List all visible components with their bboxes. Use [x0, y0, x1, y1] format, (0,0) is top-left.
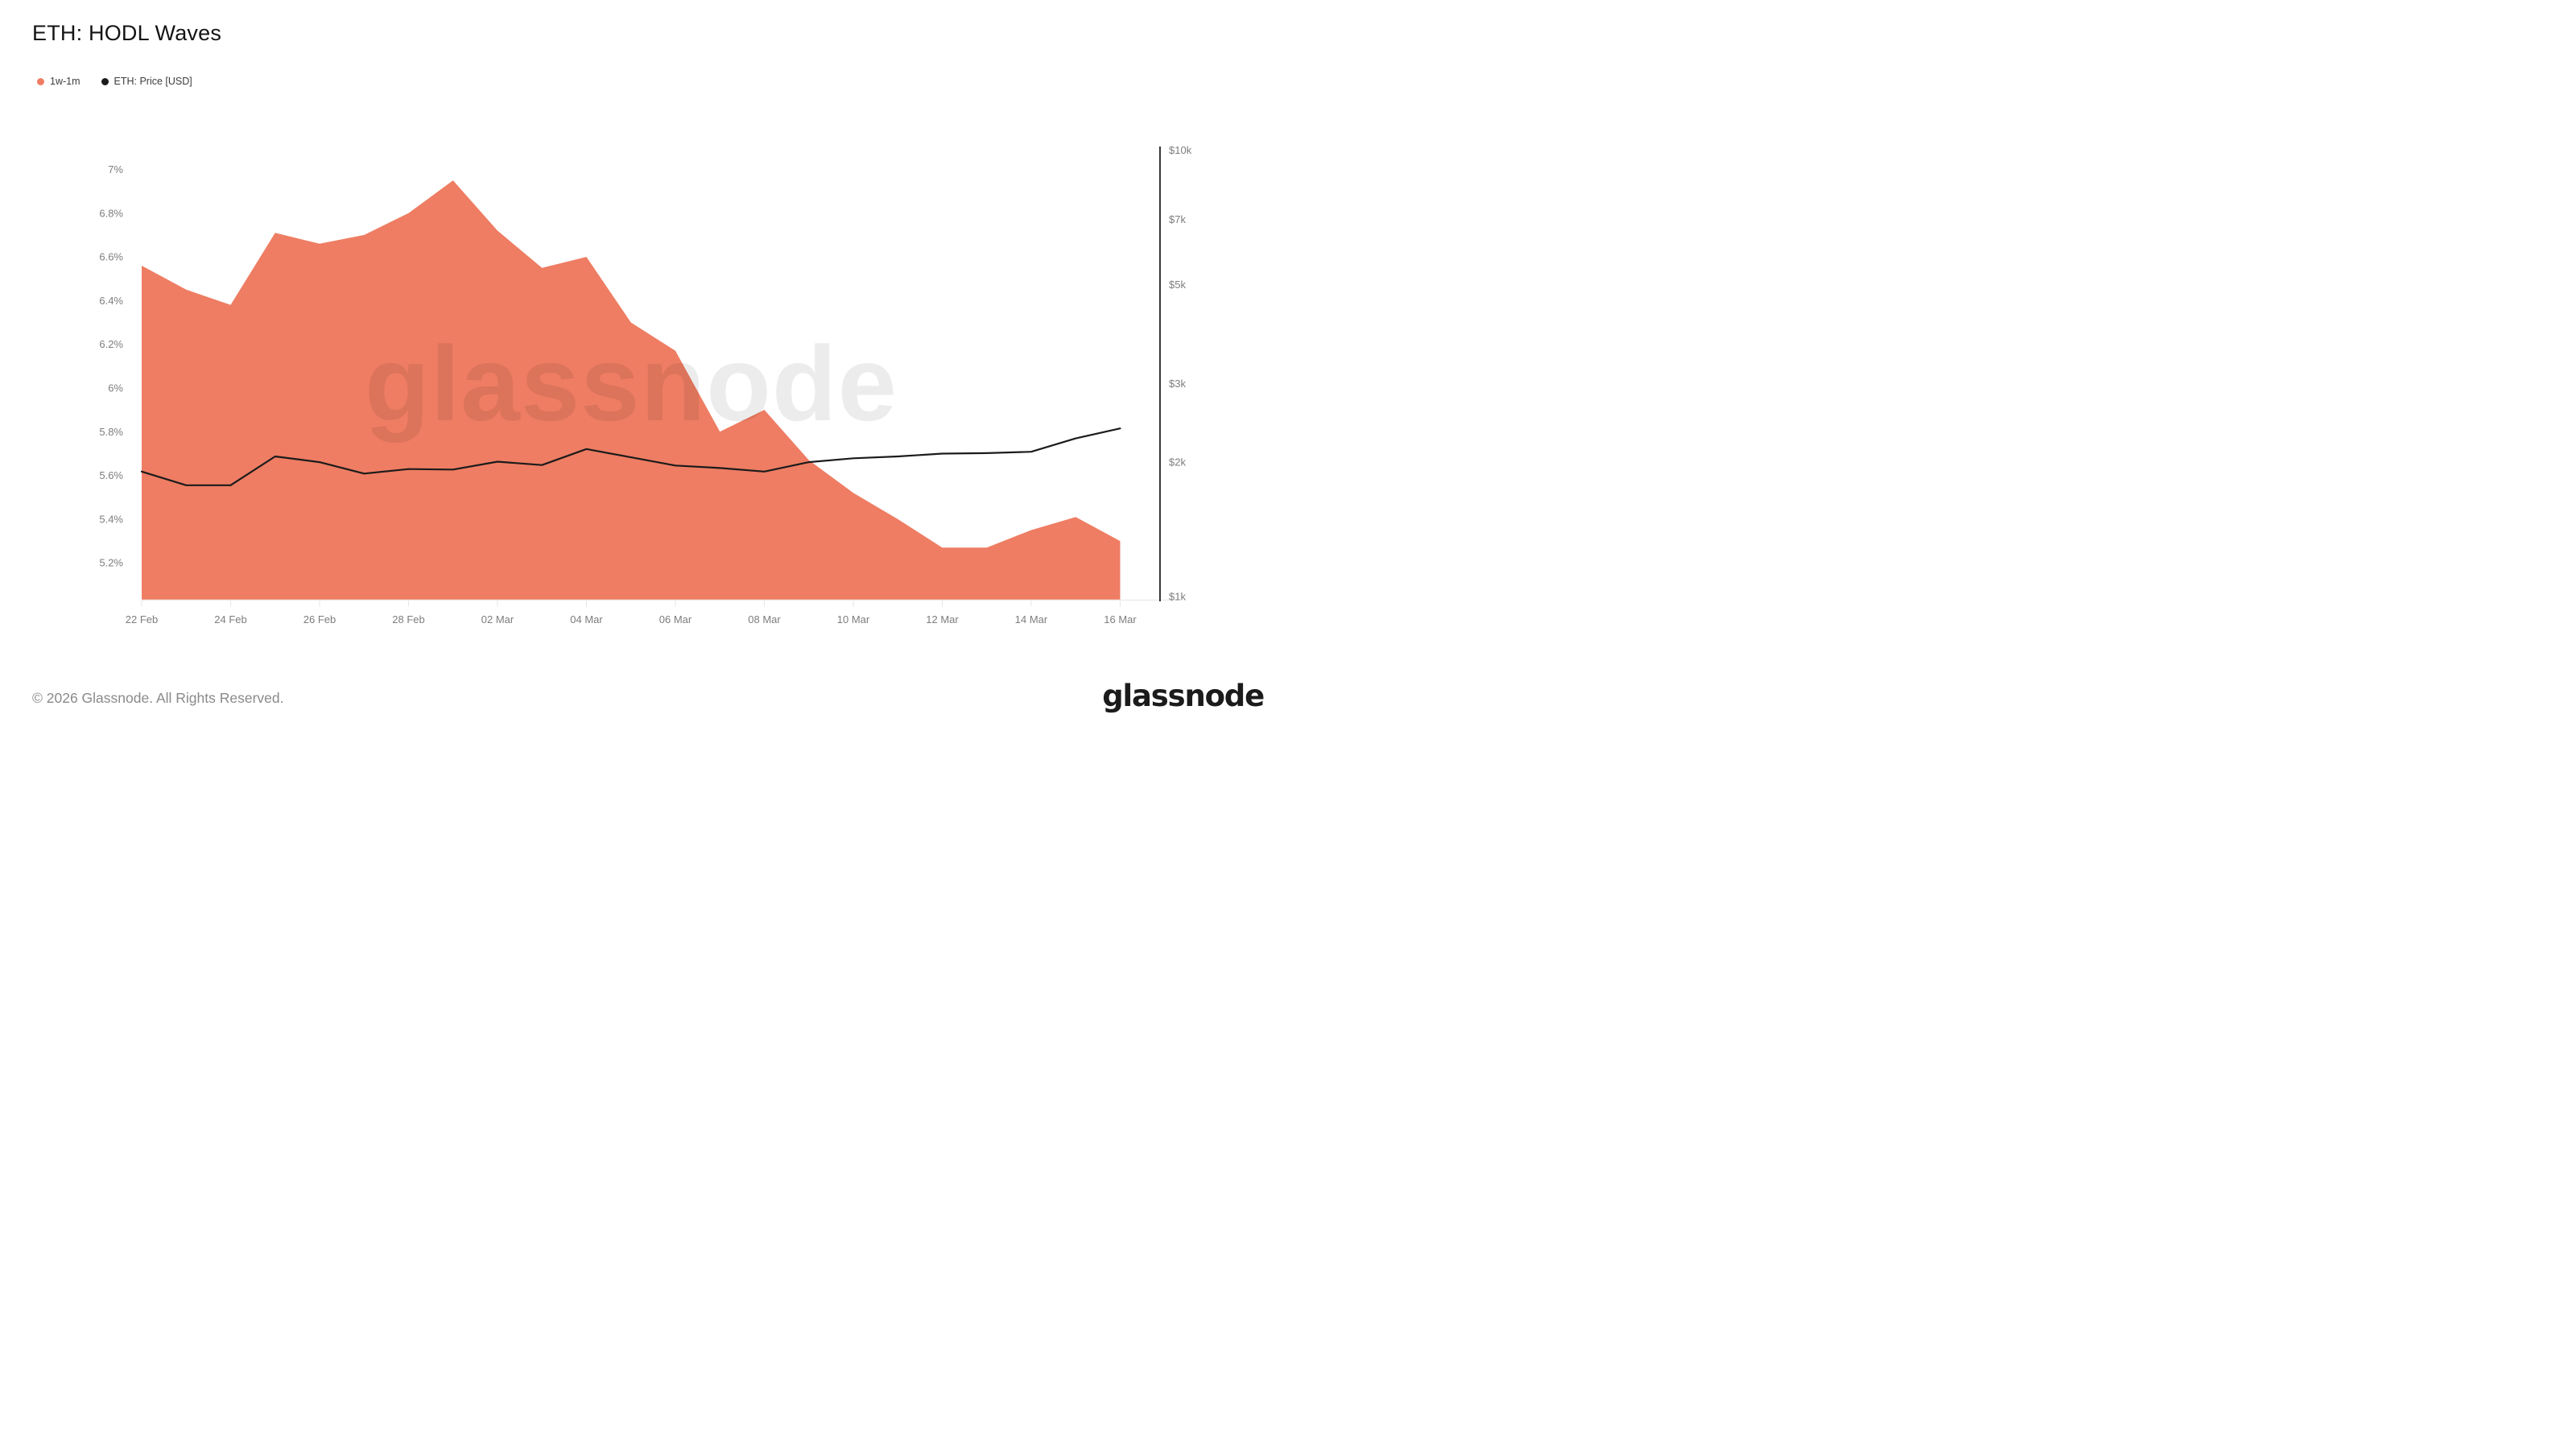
x-axis-tick-label: 26 Feb	[303, 613, 336, 625]
right-axis-tick-label: $7k	[1169, 213, 1186, 225]
left-axis-tick-label: 5.4%	[99, 513, 123, 525]
x-axis-tick-label: 06 Mar	[659, 613, 692, 625]
chart-wrap: glassnode 7% 6.8% 6.6% 6.4% 6.2% 6% 5.8% 5.6% 5.4…	[0, 0, 1288, 660]
x-axis-tick-label: 04 Mar	[570, 613, 603, 625]
copyright-text: © 2026 Glassnode. All Rights Reserved.	[32, 690, 284, 706]
left-axis-tick-label: 7%	[108, 163, 123, 175]
x-axis-tick-label: 14 Mar	[1015, 613, 1048, 625]
page-title: ETH: HODL Waves	[32, 21, 222, 45]
chart-header: ETH: HODL Waves	[32, 21, 221, 46]
left-axis-tick-label: 6.8%	[99, 207, 123, 219]
x-axis-tick-label: 24 Feb	[214, 613, 246, 625]
page: ETH: HODL Waves 1w-1m ETH: Price [USD] g…	[0, 0, 1288, 724]
right-axis-tick-label: $2k	[1169, 456, 1186, 469]
page-footer: © 2026 Glassnode. All Rights Reserved. g…	[0, 660, 1288, 724]
x-axis-tick-label: 08 Mar	[748, 613, 781, 625]
legend-item-eth-price[interactable]: ETH: Price [USD]	[101, 76, 192, 87]
x-axis-tick-label: 02 Mar	[481, 613, 514, 625]
right-axis-tick-label: $10k	[1169, 144, 1192, 156]
x-axis-tick-label: 16 Mar	[1104, 613, 1137, 625]
legend-label: ETH: Price [USD]	[114, 76, 192, 87]
right-axis-tick-label: $3k	[1169, 378, 1186, 390]
glassnode-logo: glassnode	[1102, 679, 1265, 713]
x-axis-tick-label: 10 Mar	[837, 613, 870, 625]
left-axis-tick-label: 6.6%	[99, 251, 123, 263]
legend-label: 1w-1m	[50, 76, 80, 87]
right-axis-tick-label: $5k	[1169, 279, 1186, 291]
hodl-waves-chart[interactable]: glassnode 7% 6.8% 6.6% 6.4% 6.2% 6% 5.8% 5.6% 5.4…	[0, 0, 1288, 660]
legend-dot-icon	[101, 77, 109, 85]
left-axis-tick-label: 5.6%	[99, 469, 123, 481]
left-axis-tick-label: 5.2%	[99, 557, 123, 569]
legend-item-1w-1m[interactable]: 1w-1m	[37, 76, 80, 87]
x-axis-tick-label: 28 Feb	[392, 613, 424, 625]
x-axis-tick-label: 22 Feb	[126, 613, 158, 625]
area-series-1w-1m	[142, 180, 1121, 601]
legend-dot-icon	[37, 77, 44, 85]
left-axis-tick-label: 6%	[108, 382, 123, 394]
legend: 1w-1m ETH: Price [USD]	[37, 76, 192, 87]
right-axis-tick-label: $1k	[1169, 591, 1186, 603]
price-line-series	[140, 427, 1121, 486]
glassnode-watermark: glassnode	[365, 324, 898, 443]
left-axis-tick-label: 5.8%	[99, 426, 123, 438]
left-axis-tick-label: 6.2%	[99, 338, 123, 350]
x-axis-tick-label: 12 Mar	[926, 613, 959, 625]
left-axis-tick-label: 6.4%	[99, 295, 123, 307]
